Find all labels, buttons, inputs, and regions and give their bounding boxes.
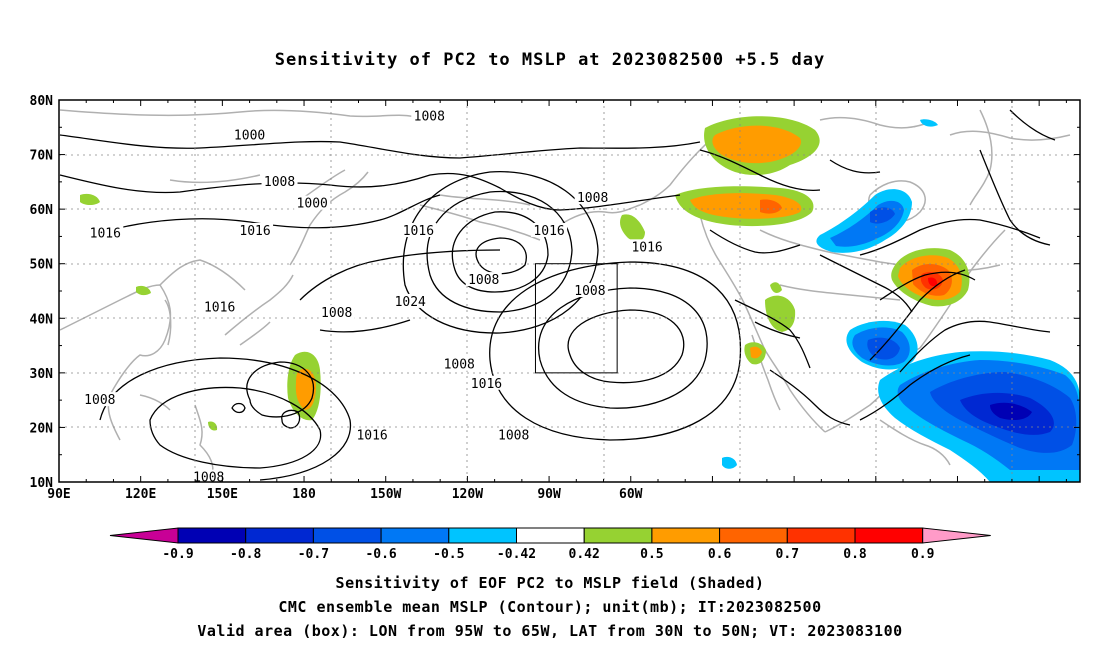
contour-label-bg bbox=[441, 356, 478, 371]
contour-label: 1016 bbox=[356, 429, 387, 444]
colorbar-swatch bbox=[786, 527, 856, 544]
map-title: Sensitivity of PC2 to MSLP at 2023082500… bbox=[274, 50, 826, 70]
colorbar-under-triangle bbox=[109, 527, 179, 544]
colorbar-label: 0.6 bbox=[708, 547, 732, 562]
contour-label: 1008 bbox=[574, 284, 605, 299]
colorbar-label: -0.42 bbox=[497, 547, 536, 562]
colorbar-swatch bbox=[651, 527, 721, 544]
contour-label: 1016 bbox=[90, 227, 121, 242]
contour-label-bg bbox=[231, 127, 268, 142]
contour-label: 1008 bbox=[264, 175, 295, 190]
contour-label: 1008 bbox=[193, 471, 224, 486]
colorbar-label: -0.7 bbox=[298, 547, 329, 562]
lat-label: 60N bbox=[30, 203, 54, 218]
lat-label: 10N bbox=[30, 476, 54, 491]
contour-label-bg bbox=[629, 239, 666, 254]
colorbar-over-triangle bbox=[922, 527, 991, 544]
lon-label: 120E bbox=[125, 487, 156, 502]
lon-label: 90W bbox=[537, 487, 561, 502]
lat-label: 50N bbox=[30, 258, 54, 273]
colorbar: -0.9 -0.8 -0.7 -0.6 -0.5 -0.42 0.42 0.5 0.6 0.7 0.… bbox=[109, 527, 991, 562]
lat-label: 20N bbox=[30, 421, 54, 436]
axis-ticks bbox=[58, 99, 1080, 483]
lat-label: 80N bbox=[30, 94, 54, 109]
contour-label: 1008 bbox=[498, 429, 529, 444]
contour-label-bg bbox=[574, 190, 611, 205]
contour-label-bg bbox=[261, 173, 298, 188]
lon-label: 180 bbox=[292, 487, 316, 502]
contour-label-bg bbox=[400, 222, 437, 237]
contour-label: 1008 bbox=[444, 358, 475, 373]
latitude-labels: 80N 70N 60N 50N 40N 30N 20N 10N bbox=[30, 94, 54, 491]
colorbar-label: 0.7 bbox=[776, 547, 799, 562]
contour-label: 1016 bbox=[403, 224, 434, 239]
colorbar-label: 0.5 bbox=[640, 547, 663, 562]
lon-label: 150W bbox=[370, 487, 401, 502]
mslp-contours bbox=[59, 109, 1056, 481]
contour-label: 1008 bbox=[468, 273, 499, 288]
contour-label: 1016 bbox=[471, 377, 502, 392]
contour-label-bg bbox=[237, 222, 274, 237]
lon-label: 150E bbox=[207, 487, 238, 502]
caption-line-2: CMC ensemble mean MSLP (Contour); unit(m… bbox=[278, 598, 822, 616]
contour-label-bg bbox=[190, 469, 227, 482]
longitude-labels: 90E 120E 150E 180 150W 120W 90W 60W bbox=[47, 487, 642, 502]
colorbar-label: 0.42 bbox=[569, 547, 600, 562]
contour-label: 1008 bbox=[321, 306, 352, 321]
contour-label-bg bbox=[318, 304, 355, 319]
contour-label: 1000 bbox=[297, 197, 328, 212]
colorbar-swatch bbox=[583, 527, 653, 544]
contour-label-bg bbox=[465, 272, 502, 287]
contour-label-bg bbox=[81, 392, 118, 407]
sensitivity-shading bbox=[80, 116, 1080, 482]
colorbar-swatch bbox=[719, 527, 788, 544]
contour-label: 1016 bbox=[239, 224, 270, 239]
lon-label: 60W bbox=[619, 487, 643, 502]
colorbar-swatch bbox=[516, 527, 585, 544]
contour-label-bg bbox=[201, 299, 238, 314]
contour-label-bg bbox=[411, 108, 448, 123]
lat-label: 40N bbox=[30, 312, 54, 327]
colorbar-swatch bbox=[854, 527, 924, 544]
contour-label-bg bbox=[392, 293, 429, 308]
colorbar-swatch bbox=[177, 527, 247, 544]
contour-label-bg bbox=[468, 375, 505, 390]
contour-label-bg bbox=[294, 195, 331, 210]
colorbar-swatch bbox=[448, 527, 517, 544]
contour-label: 1008 bbox=[577, 191, 608, 206]
contour-label-bg bbox=[354, 427, 391, 442]
colorbar-label: 0.8 bbox=[843, 547, 867, 562]
lon-label: 120W bbox=[452, 487, 483, 502]
contour-label: 1016 bbox=[204, 300, 235, 315]
contour-label-bg bbox=[87, 225, 124, 240]
caption-line-3: Valid area (box): LON from 95W to 65W, L… bbox=[197, 622, 903, 640]
colorbar-label: -0.5 bbox=[433, 547, 464, 562]
contour-label: 1008 bbox=[84, 393, 115, 408]
contour-label-bg bbox=[495, 427, 532, 442]
valid-area-box bbox=[534, 263, 618, 374]
contour-label: 1016 bbox=[533, 224, 564, 239]
contour-label-bg bbox=[531, 222, 568, 237]
contour-label: 1024 bbox=[395, 295, 426, 310]
colorbar-label: -0.8 bbox=[230, 547, 261, 562]
contour-label-bg bbox=[571, 283, 608, 297]
lat-label: 30N bbox=[30, 367, 54, 382]
lon-label: 90E bbox=[47, 487, 70, 502]
colorbar-label: -0.6 bbox=[365, 547, 396, 562]
lat-label: 70N bbox=[30, 149, 54, 164]
colorbar-label: 0.9 bbox=[911, 547, 934, 562]
colorbar-label: -0.9 bbox=[162, 547, 193, 562]
colorbar-swatch bbox=[245, 527, 314, 544]
contour-label: 1008 bbox=[414, 109, 445, 124]
caption-line-1: Sensitivity of EOF PC2 to MSLP field (Sh… bbox=[335, 574, 765, 592]
colorbar-swatch bbox=[312, 527, 382, 544]
contour-label: 1000 bbox=[234, 128, 265, 143]
contour-label: 1016 bbox=[631, 240, 662, 255]
colorbar-swatch bbox=[380, 527, 450, 544]
